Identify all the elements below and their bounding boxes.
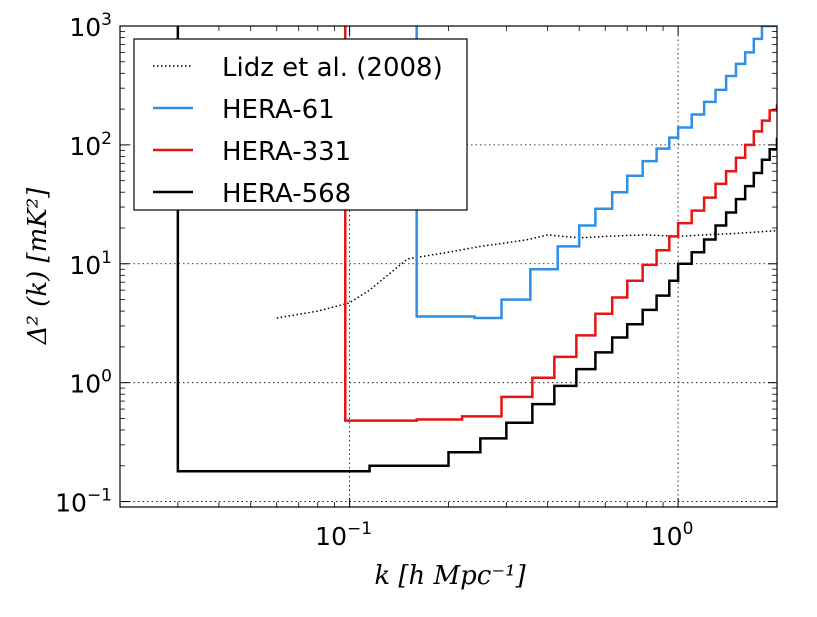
x-axis-label: k [h Mpc⁻¹] — [374, 561, 526, 591]
y-tick-base: 10 — [69, 13, 101, 42]
legend-label-1: HERA-61 — [222, 95, 335, 125]
x-tick-label: 100 — [651, 519, 694, 551]
axis-ticks — [119, 25, 778, 508]
y-tick-label: 100 — [69, 367, 112, 399]
y-tick-exp: 1 — [101, 248, 112, 268]
y-tick-base: 10 — [69, 251, 101, 280]
y-tick-exp: 3 — [101, 10, 112, 30]
y-tick-base: 10 — [55, 489, 87, 518]
x-tick-base: 10 — [651, 522, 683, 551]
y-tick-base: 10 — [69, 132, 101, 161]
series-line-1 — [415, 26, 777, 320]
legend-box — [133, 38, 468, 211]
legend-label-2: HERA-331 — [222, 137, 351, 167]
y-tick-base: 10 — [69, 370, 101, 399]
legend-label-3: HERA-568 — [222, 179, 351, 209]
series-lines — [176, 26, 777, 473]
legend-label-0: Lidz et al. (2008) — [222, 53, 443, 83]
y-axis-label: Δ² (k) [mK²] — [23, 187, 53, 345]
y-tick-label: 102 — [69, 129, 112, 161]
series-line-2 — [344, 26, 777, 422]
y-tick-label: 101 — [69, 248, 112, 280]
x-tick-exp: 0 — [683, 519, 694, 539]
y-tick-label: 103 — [69, 10, 112, 42]
series-line-3 — [176, 26, 777, 473]
y-tick-exp: 0 — [101, 367, 112, 387]
x-tick-exp: −1 — [347, 519, 372, 539]
legend: Lidz et al. (2008) HERA-61 HERA-331 HERA-56… — [133, 38, 468, 211]
y-tick-exp: −1 — [87, 486, 112, 506]
y-tick-label: 10−1 — [55, 486, 112, 518]
x-tick-base: 10 — [315, 522, 347, 551]
x-tick-label: 10−1 — [315, 519, 372, 551]
y-tick-exp: 2 — [101, 129, 112, 149]
